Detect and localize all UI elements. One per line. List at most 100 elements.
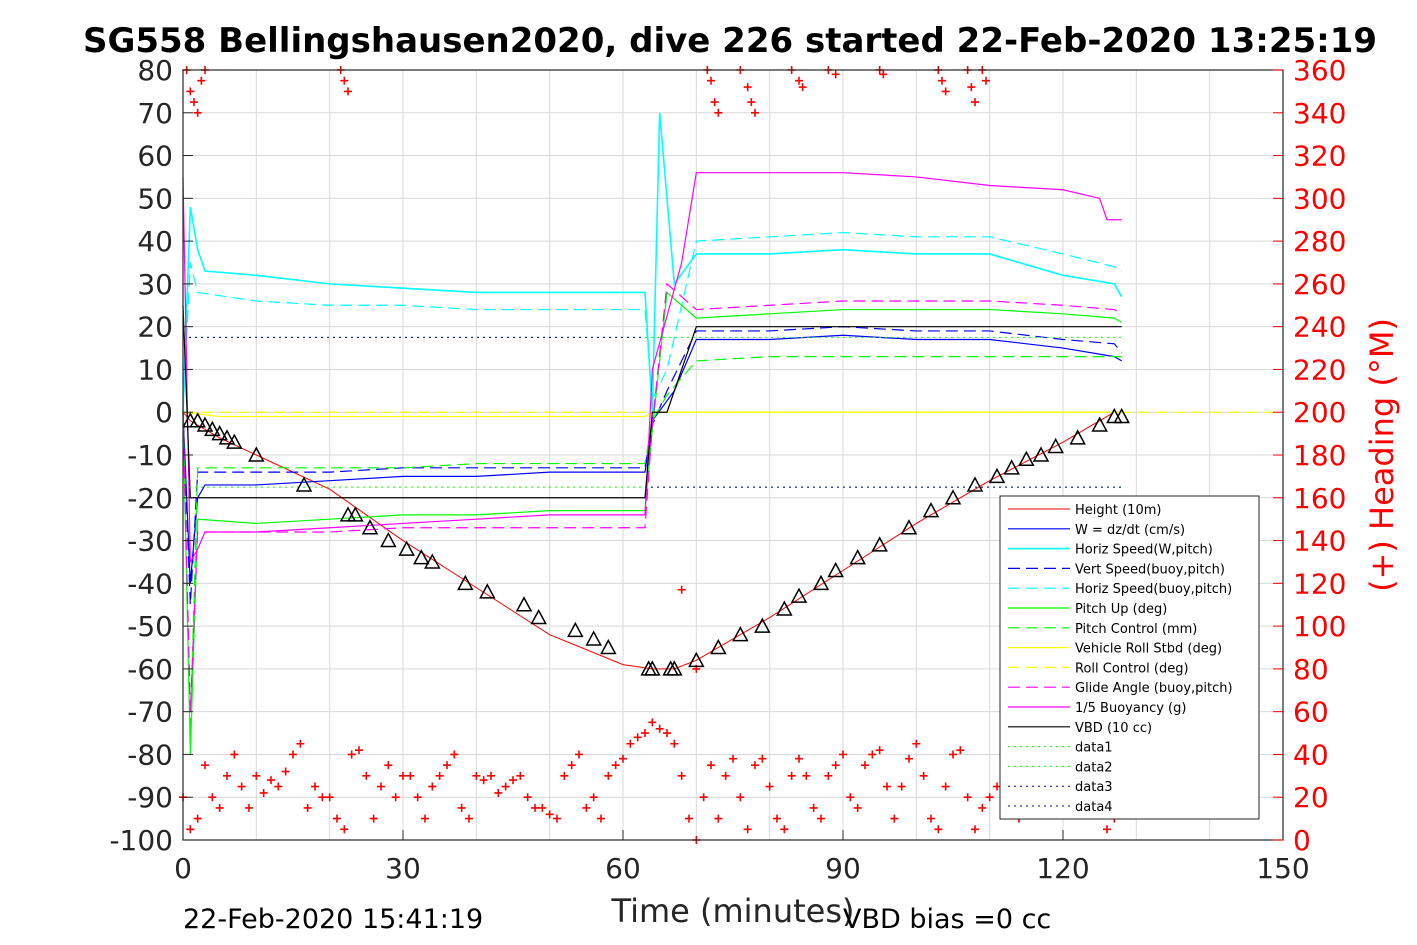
heading-point [604,771,613,780]
heading-point [963,793,972,802]
heading-point [494,788,503,797]
depth-marker [812,574,830,591]
heading-point [252,771,261,780]
heading-point [751,761,759,770]
heading-point [817,814,825,823]
depth-marker [966,476,984,492]
heading-point [435,771,444,780]
depth-marker [710,638,727,655]
legend-label: Horiz Speed(buoy,pitch) [1075,582,1232,597]
heading-point [501,782,510,791]
depth-marker [361,519,379,535]
heading-point [281,767,290,776]
heading-point-top [831,70,840,79]
heading-point [208,793,217,802]
heading-point [641,729,649,738]
depth-marker [1047,437,1064,454]
y-right-tick-label: 100 [1293,610,1346,643]
y-right-tick-label: 140 [1293,525,1346,558]
heading-point-top [707,76,715,85]
depth-marker [196,416,214,432]
legend-label: Vehicle Roll Stbd (deg) [1075,642,1222,657]
depth-marker [1091,416,1108,432]
heading-point [956,746,965,755]
heading-point [824,771,833,780]
depth-marker [1069,429,1086,445]
heading-point [303,803,312,812]
y-left-tick-label: 80 [137,54,173,87]
heading-point-top [938,76,946,85]
heading-point [311,782,319,791]
heading-point [428,782,437,791]
heading-point [941,782,950,791]
x-tick-label: 150 [1256,852,1309,885]
heading-point [186,825,195,834]
y-left-tick-label: -50 [127,610,173,643]
legend-label: Glide Angle (buoy,pitch) [1075,681,1233,696]
heading-point [509,776,517,785]
heading-point [875,746,884,755]
y-right-tick-label: 0 [1293,824,1311,857]
heading-point [538,803,547,812]
y-left-tick-label: -40 [127,567,173,600]
heading-point-top [798,83,807,92]
heading-point-top [967,83,976,92]
x-tick-label: 90 [825,852,861,885]
heading-point [362,771,371,780]
heading-point [406,771,415,780]
depth-marker [1003,459,1020,475]
legend-label: Horiz Speed(W,pitch) [1075,543,1213,558]
depth-marker [530,608,547,625]
y-right-tick-label: 160 [1293,482,1346,515]
heading-point [736,793,745,802]
legend-label: data3 [1075,780,1113,795]
depth-marker [988,467,1006,484]
heading-point [971,825,979,834]
heading-point [230,750,239,759]
heading-point [597,814,605,823]
y-left-tick-label: -10 [127,439,173,472]
heading-point [978,803,987,812]
heading-point [274,782,283,791]
legend-label: 1/5 Buoyancy (g) [1075,701,1186,716]
heading-point [787,771,796,780]
y-left-tick-label: 20 [137,311,173,344]
heading-point-top [795,76,803,85]
heading-point-top [747,98,756,107]
depth-marker [398,540,415,556]
heading-point [516,771,525,780]
depth-marker [218,429,236,445]
depth-marker [479,583,496,599]
heading-point [927,814,935,823]
x-tick-label: 120 [1036,852,1089,885]
depth-marker [1032,446,1050,462]
depth-marker [790,587,808,603]
heading-point [237,782,246,791]
heading-point [663,729,671,738]
heading-point [259,788,268,797]
heading-point [215,803,224,812]
heading-point [633,733,642,742]
heading-point [450,750,459,759]
legend-label: Vert Speed(buoy,pitch) [1075,562,1225,577]
heading-point [369,814,378,823]
heading-point [905,754,913,763]
heading-point [655,724,664,733]
depth-marker [515,596,533,612]
heading-point [743,825,752,834]
y-left-tick-label: 30 [137,268,173,301]
y-right-tick-label: 300 [1293,182,1346,215]
heading-point-top [193,108,202,117]
y-right-tick-label: 260 [1293,268,1346,301]
x-tick-label: 0 [174,852,192,885]
heading-point [839,750,847,759]
heading-point-top [941,87,950,96]
heading-point [193,814,202,823]
depth-marker [776,600,793,616]
heading-point-top [190,98,198,107]
heading-point-top [714,108,723,117]
heading-point [765,782,774,791]
heading-point [897,782,906,791]
heading-point [567,761,576,770]
